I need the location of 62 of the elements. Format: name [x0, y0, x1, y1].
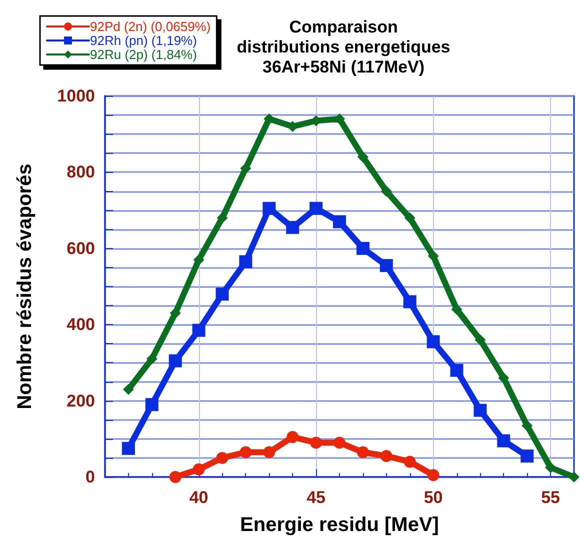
point — [380, 259, 393, 272]
y-tick-label: 400 — [66, 315, 95, 334]
point — [146, 353, 158, 364]
point — [240, 162, 252, 174]
point — [216, 288, 229, 301]
y-tick-label: 0 — [86, 468, 95, 486]
point — [357, 151, 368, 162]
point — [451, 304, 462, 315]
y-tick-label: 200 — [66, 391, 95, 410]
point — [240, 446, 252, 458]
y-tick-label: 1000 — [57, 86, 95, 106]
point — [356, 242, 370, 255]
point — [520, 450, 534, 463]
point — [450, 364, 464, 377]
point — [169, 471, 182, 483]
point — [192, 324, 206, 337]
point — [426, 335, 440, 348]
point — [216, 212, 228, 224]
x-tick-label: 45 — [306, 488, 326, 507]
point — [474, 404, 487, 417]
y-tick-label: 800 — [66, 162, 95, 182]
chart-title: Comparaison distributions energetiques 36Ar+58Ni (117MeV) — [236, 18, 450, 76]
point — [380, 186, 392, 197]
point — [168, 354, 182, 368]
point — [568, 472, 580, 482]
point — [310, 202, 323, 215]
point — [498, 372, 510, 384]
point — [428, 250, 439, 262]
point — [427, 469, 440, 482]
x-axis-title: Energie residu [MeV] — [240, 514, 439, 536]
point — [216, 452, 228, 464]
point — [497, 434, 510, 448]
point — [192, 463, 205, 476]
point — [333, 215, 346, 228]
point — [334, 436, 346, 449]
x-tick-label: 50 — [424, 488, 443, 507]
point — [356, 446, 369, 458]
point — [170, 308, 181, 319]
x-tick-label: 55 — [541, 488, 560, 507]
point — [403, 295, 416, 308]
point — [404, 456, 416, 468]
point — [404, 212, 416, 224]
legend-label: 92Ru (2p) (1,84%) — [90, 47, 197, 62]
point — [310, 436, 322, 449]
point — [380, 450, 392, 462]
point — [263, 446, 276, 458]
legend-label: 92Pd (2n) (0,0659%) — [90, 19, 211, 34]
point — [122, 442, 135, 455]
point — [145, 398, 158, 412]
point — [522, 420, 533, 432]
point — [286, 220, 300, 234]
legend-label: 92Rh (pn) (1,19%) — [90, 33, 197, 48]
x-tick-label: 40 — [189, 488, 208, 507]
point — [262, 202, 276, 215]
point — [193, 254, 204, 266]
point — [545, 462, 556, 473]
y-tick-label: 600 — [66, 238, 95, 258]
point — [122, 384, 134, 395]
point — [286, 431, 299, 443]
point — [239, 255, 252, 268]
point — [474, 334, 486, 346]
y-axis-title: Nombre résidus évaporés — [14, 164, 36, 410]
